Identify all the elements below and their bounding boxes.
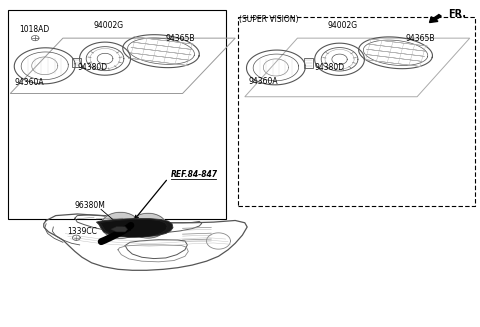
Text: 94360A: 94360A [249, 77, 278, 86]
Text: REF.84-847: REF.84-847 [170, 170, 217, 180]
Polygon shape [96, 218, 173, 237]
Bar [304, 58, 313, 68]
Text: 94002G: 94002G [328, 21, 358, 30]
Text: 94365B: 94365B [405, 34, 434, 43]
Text: 94365B: 94365B [166, 34, 195, 43]
Bar [8, 10, 226, 219]
Text: 94380D: 94380D [314, 63, 344, 72]
Text: 1339CC: 1339CC [68, 227, 97, 236]
Text: 94380D: 94380D [77, 63, 108, 72]
Text: (SUPER VISION): (SUPER VISION) [239, 15, 299, 24]
Circle shape [101, 212, 140, 238]
Text: 94360A: 94360A [14, 77, 44, 87]
FancyArrow shape [430, 14, 441, 23]
Bar [238, 17, 475, 206]
Circle shape [130, 213, 166, 238]
Polygon shape [111, 227, 128, 232]
Text: FR.: FR. [448, 9, 466, 19]
Text: 94002G: 94002G [93, 21, 123, 30]
Polygon shape [100, 219, 167, 237]
FancyArrow shape [123, 227, 130, 232]
Text: 1018AD: 1018AD [19, 25, 49, 34]
Bar [72, 58, 81, 67]
Text: 96380M: 96380M [75, 201, 106, 210]
